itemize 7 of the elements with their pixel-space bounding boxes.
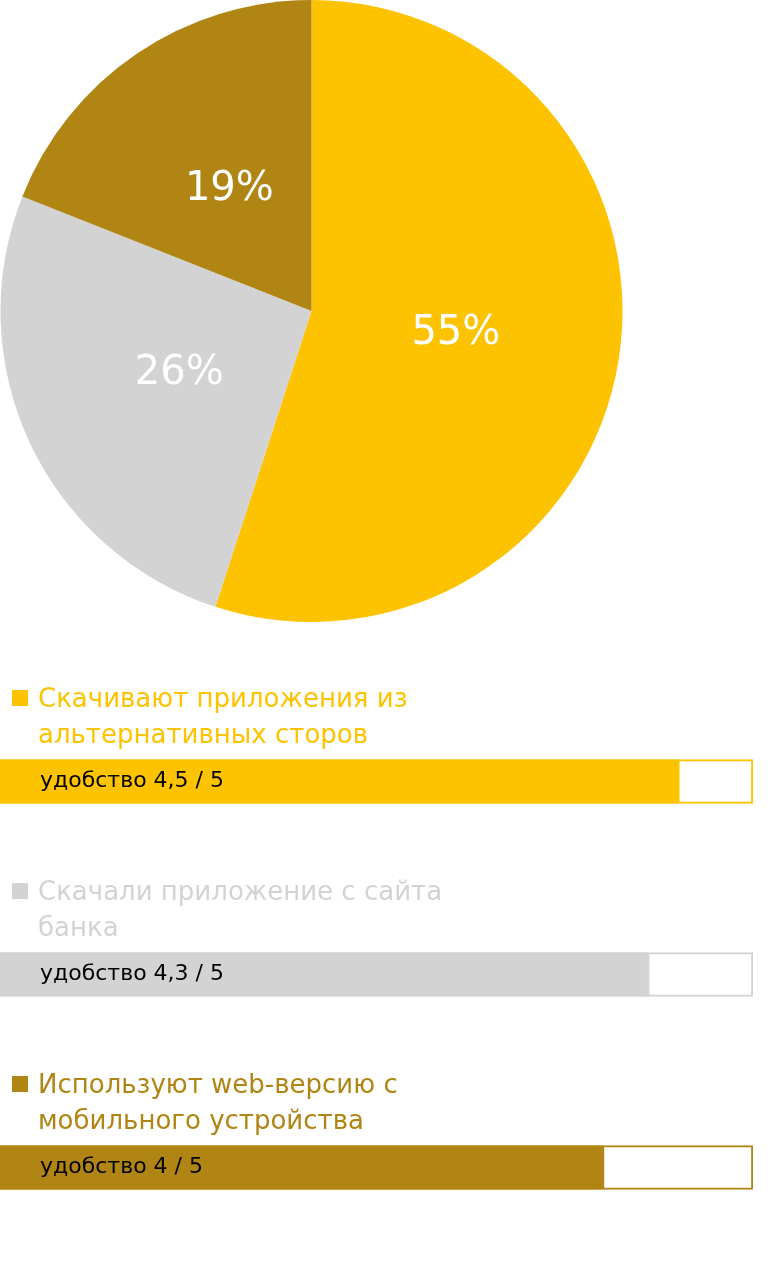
legend-label: Используют web-версию с мобильного устройства	[38, 1067, 399, 1137]
data-label: удобство 4,3 / 5	[40, 960, 224, 986]
data-label: удобство 4,5 / 5	[40, 767, 224, 793]
data-label: 19%	[184, 163, 274, 210]
data-label: 55%	[411, 307, 501, 354]
legend-label: Скачивают приложения из альтернативных сторов	[38, 681, 409, 751]
data-label: удобство 4 / 5	[40, 1153, 203, 1179]
